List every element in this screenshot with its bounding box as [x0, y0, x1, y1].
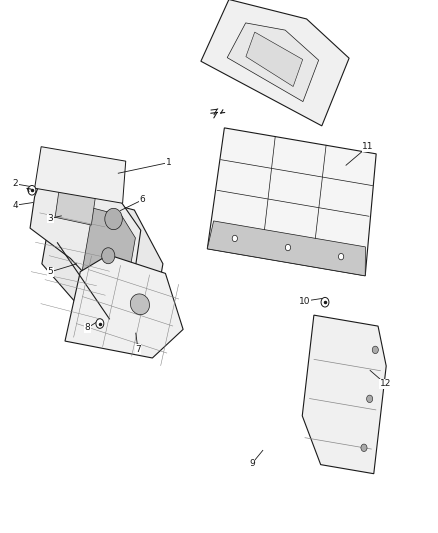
- Circle shape: [232, 235, 237, 241]
- Text: 5: 5: [47, 268, 53, 276]
- Text: 9: 9: [249, 459, 255, 468]
- Polygon shape: [201, 0, 349, 126]
- Circle shape: [105, 208, 122, 230]
- Polygon shape: [227, 23, 318, 102]
- Text: 1: 1: [166, 158, 172, 167]
- Polygon shape: [207, 221, 365, 276]
- Circle shape: [28, 185, 36, 195]
- Polygon shape: [246, 32, 303, 86]
- Text: 6: 6: [139, 196, 145, 204]
- Text: 2: 2: [13, 180, 18, 188]
- Text: 4: 4: [13, 201, 18, 209]
- Polygon shape: [65, 255, 183, 358]
- Ellipse shape: [131, 294, 149, 314]
- Text: 12: 12: [380, 379, 391, 388]
- Text: 7: 7: [135, 345, 141, 353]
- Polygon shape: [55, 181, 97, 225]
- Circle shape: [339, 253, 344, 260]
- Polygon shape: [81, 208, 135, 286]
- Circle shape: [372, 346, 378, 353]
- Polygon shape: [207, 128, 376, 276]
- Circle shape: [96, 319, 104, 328]
- Text: 10: 10: [299, 297, 310, 305]
- Polygon shape: [30, 165, 141, 295]
- Polygon shape: [302, 315, 386, 474]
- Polygon shape: [35, 147, 126, 203]
- Text: 3: 3: [47, 214, 53, 223]
- Circle shape: [361, 444, 367, 451]
- Circle shape: [285, 244, 290, 251]
- Circle shape: [367, 395, 373, 402]
- Circle shape: [102, 248, 115, 264]
- Text: 8: 8: [85, 324, 91, 332]
- Polygon shape: [42, 189, 163, 344]
- Text: 11: 11: [362, 142, 374, 151]
- Circle shape: [321, 297, 329, 307]
